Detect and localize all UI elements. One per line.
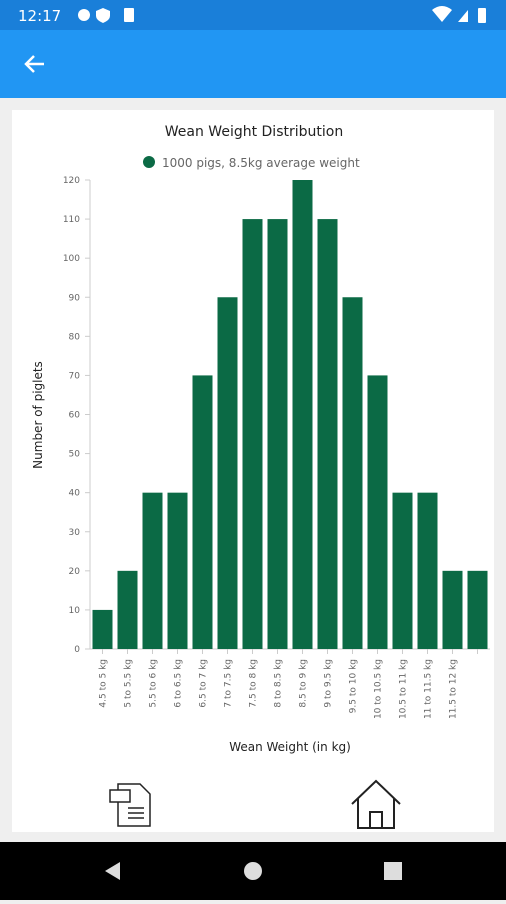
nav-back[interactable] [105,862,120,880]
x-tick-label: 7 to 7.5 kg [224,659,234,708]
y-tick-label: 80 [69,332,81,342]
bar [317,219,338,650]
x-tick-label: 8.5 to 9 kg [299,659,309,708]
bar [367,375,388,649]
bar [292,180,313,649]
y-tick-label: 20 [69,567,81,577]
y-tick-label: 30 [69,528,81,538]
status-bar [0,0,506,30]
bar [267,219,288,650]
x-axis-label: Wean Weight (in kg) [229,740,351,754]
legend-label: 1000 pigs, 8.5kg average weight [162,156,360,170]
x-tick-label: 5.5 to 6 kg [149,659,159,708]
x-tick-label: 11 to 11.5 kg [424,659,434,719]
status-icons [78,6,486,23]
y-tick-label: 110 [63,215,80,225]
status-time: 12:17 [18,7,61,25]
bar [117,570,138,649]
bar [342,297,363,649]
bar [167,492,188,649]
app-bar [0,30,506,98]
back-button[interactable] [24,55,44,73]
x-tick-label: 10 to 10.5 kg [374,659,384,719]
y-tick-label: 120 [63,176,80,186]
x-tick-label: 7.5 to 8 kg [249,659,259,708]
x-tick-label: 11.5 to 12 kg [449,659,459,719]
legend-swatch [143,156,155,168]
y-tick-label: 40 [69,489,81,499]
bar [142,492,163,649]
x-tick-label: 5 to 5.5 kg [124,659,134,708]
home-button[interactable] [351,779,401,829]
bar [217,297,238,649]
x-tick-label: 6.5 to 7 kg [199,659,209,708]
bar [242,219,263,650]
x-tick-label: 9.5 to 10 kg [349,659,359,713]
y-tick-label: 50 [69,450,81,460]
x-tick-label: 8 to 8.5 kg [274,659,284,708]
y-tick-label: 70 [69,371,81,381]
bar [442,570,463,649]
bar [92,609,113,649]
y-tick-label: 60 [69,411,81,421]
nav-home[interactable] [244,862,262,880]
bar [467,570,488,649]
bar [417,492,438,649]
bar [192,375,213,649]
x-tick-label: 6 to 6.5 kg [174,659,184,708]
y-axis-label: Number of piglets [31,361,45,469]
chart-title: Wean Weight Distribution [165,124,343,140]
y-tick-label: 100 [63,254,80,264]
x-tick-label: 10.5 to 11 kg [399,659,409,719]
nav-recents[interactable] [384,862,402,880]
pdf-button[interactable] [109,783,151,827]
bar [392,492,413,649]
y-tick-label: 10 [69,606,81,616]
x-tick-label: 9 to 9.5 kg [324,659,334,708]
y-tick-label: 0 [74,645,80,655]
y-tick-label: 90 [69,293,81,303]
x-tick-label: 4.5 to 5 kg [99,659,109,708]
